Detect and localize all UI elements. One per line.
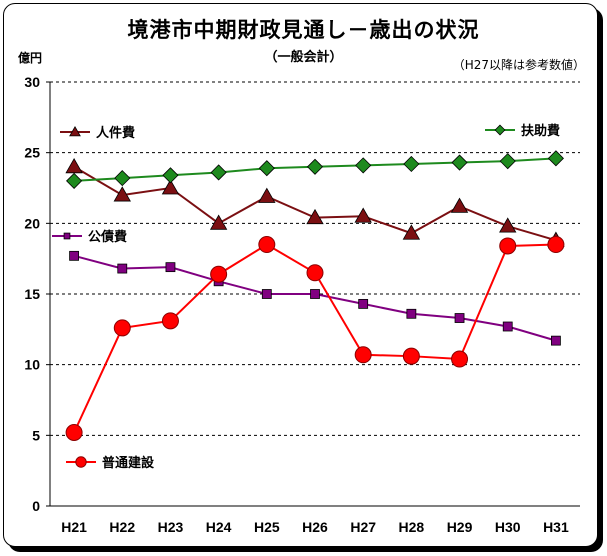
x-tick-label: H29 <box>447 519 473 535</box>
y-tick-label: 15 <box>24 286 40 302</box>
y-tick-label: 30 <box>24 74 40 90</box>
data-point-construction <box>65 424 83 442</box>
y-tick-label: 20 <box>24 215 40 231</box>
x-tick-label: H21 <box>61 519 87 535</box>
legend-marker-debt <box>63 232 71 240</box>
data-point-personnel <box>402 224 421 240</box>
data-point-debt <box>454 313 465 323</box>
data-point-debt <box>165 262 176 273</box>
data-point-assistance <box>258 160 275 177</box>
data-point-assistance <box>451 154 468 171</box>
data-point-assistance <box>306 158 324 175</box>
data-point-debt <box>261 289 272 299</box>
y-tick-label: 25 <box>24 145 40 161</box>
legend-label-assistance: 扶助費 <box>521 123 560 139</box>
data-point-assistance <box>66 172 83 189</box>
data-point-construction <box>402 347 420 365</box>
data-point-personnel <box>209 214 228 230</box>
data-point-construction <box>161 312 179 330</box>
data-point-assistance <box>499 153 516 170</box>
data-point-construction <box>258 236 276 254</box>
data-point-personnel <box>450 197 469 213</box>
y-axis-unit: 億円 <box>18 51 43 65</box>
data-point-personnel <box>258 187 276 203</box>
x-tick-label: H23 <box>158 519 184 535</box>
data-point-assistance <box>355 157 372 174</box>
legend-label-debt: 公債費 <box>88 229 127 245</box>
data-point-construction <box>499 237 517 255</box>
data-point-debt <box>310 289 320 299</box>
data-point-debt <box>551 335 561 346</box>
data-point-construction <box>354 346 372 364</box>
series-line-personnel <box>73 165 557 242</box>
chart-frame <box>3 3 598 547</box>
data-point-personnel <box>499 217 517 233</box>
chart-title: 境港市中期財政見通し－歳出の状況 <box>127 18 480 42</box>
x-tick-label: H27 <box>350 519 376 535</box>
y-tick-label: 10 <box>24 357 40 373</box>
data-point-personnel <box>65 157 83 174</box>
data-point-assistance <box>162 167 179 184</box>
legend-label-construction: 普通建設 <box>102 455 155 471</box>
data-point-debt <box>69 250 79 261</box>
legend-label-personnel: 人件費 <box>96 125 135 141</box>
data-point-personnel <box>161 179 180 195</box>
y-tick-label: 5 <box>32 427 40 443</box>
data-point-assistance <box>210 164 227 181</box>
legend-marker-personnel <box>69 125 81 137</box>
data-point-construction <box>113 319 131 337</box>
data-point-personnel <box>306 208 324 225</box>
chart-subtitle: （一般会計） <box>264 50 343 65</box>
legend-marker-assistance <box>494 124 506 136</box>
data-point-construction <box>451 350 469 368</box>
x-tick-label: H22 <box>109 519 135 535</box>
x-tick-label: H30 <box>495 519 521 535</box>
x-tick-label: H26 <box>302 519 328 535</box>
data-point-personnel <box>354 207 372 223</box>
data-point-debt <box>358 298 369 309</box>
data-point-debt <box>502 321 513 332</box>
chart-note: （H27以降は参考数値） <box>452 58 585 72</box>
x-tick-label: H24 <box>206 519 232 535</box>
y-tick-label: 0 <box>32 498 40 514</box>
legend-marker-construction <box>75 456 87 468</box>
data-point-debt <box>117 263 128 274</box>
data-point-construction <box>306 264 324 282</box>
x-tick-label: H28 <box>399 519 425 535</box>
data-point-assistance <box>403 155 420 173</box>
data-point-construction <box>547 236 565 254</box>
x-tick-label: H31 <box>543 519 569 535</box>
data-point-assistance <box>547 150 564 167</box>
data-point-personnel <box>113 186 131 202</box>
data-point-assistance <box>114 170 131 187</box>
data-point-debt <box>406 308 417 319</box>
x-tick-label: H25 <box>254 519 280 535</box>
data-point-construction <box>210 265 228 283</box>
